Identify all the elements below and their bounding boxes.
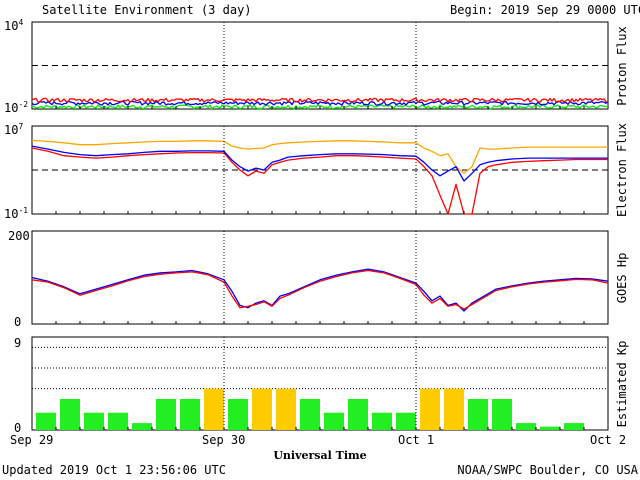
electron-ylabel: Electron Flux (615, 123, 629, 217)
kp-bar (444, 388, 464, 430)
begin-label: Begin: 2019 Sep 29 0000 UTC (450, 3, 640, 17)
kp-bar (60, 399, 80, 430)
kp-bar (180, 399, 200, 430)
kp-bar (324, 412, 344, 430)
kp-bar (228, 399, 248, 430)
day-separator-lines (55, 22, 585, 430)
kp-bar (540, 426, 560, 430)
updated-timestamp: Updated 2019 Oct 1 23:56:06 UTC (2, 463, 226, 477)
kp-ylabel: Estimated Kp (615, 341, 629, 428)
goes-hp-panel: 200 0 GOES Hp (8, 229, 629, 329)
kp-bar (396, 412, 416, 430)
kp-bar (468, 399, 488, 430)
kp-bar (108, 412, 128, 430)
electron-red-line (31, 147, 608, 215)
electron-ymax-label: 107 (4, 122, 23, 137)
proton-series-group (31, 65, 609, 110)
hp-frame (31, 230, 609, 325)
kp-bar (348, 399, 368, 430)
kp-bar (252, 388, 272, 430)
kp-bar (132, 423, 152, 430)
kp-bar (300, 399, 320, 430)
kp-bar (420, 388, 440, 430)
proton-red-line (31, 97, 608, 103)
electron-orange-line (31, 139, 608, 174)
kp-bars (36, 388, 584, 430)
xtick-oct1: Oct 1 (398, 433, 434, 447)
kp-bar (84, 412, 104, 430)
kp-gridlines (32, 346, 608, 390)
kp-ymax-label: 9 (14, 336, 21, 350)
kp-bar (156, 399, 176, 430)
kp-bar (564, 423, 584, 430)
proton-frame (31, 21, 609, 110)
credit-label: NOAA/SWPC Boulder, CO USA (457, 463, 638, 477)
xaxis-title: Universal Time (273, 449, 366, 462)
electron-flux-panel: 107 10-1 Electron Flux (4, 122, 629, 221)
xtick-sep29: Sep 29 (10, 433, 53, 447)
kp-bar (36, 412, 56, 430)
proton-ymax-label: 104 (4, 18, 23, 33)
proton-blue-line (31, 100, 609, 106)
electron-ymin-label: 10-1 (4, 206, 28, 221)
hp-red-line (31, 269, 609, 310)
electron-frame (31, 125, 609, 215)
hp-ylabel: GOES Hp (615, 253, 629, 304)
proton-ymin-label: 10-2 (4, 100, 28, 115)
electron-series-group (31, 139, 608, 215)
xtick-sep30: Sep 30 (202, 433, 245, 447)
kp-bar (492, 399, 512, 430)
hp-ymin-label: 0 (14, 315, 21, 329)
hp-series-group (31, 268, 609, 312)
kp-ymin-label: 0 (14, 421, 21, 435)
kp-bar (204, 388, 224, 430)
xtick-oct2: Oct 2 (590, 433, 626, 447)
proton-ylabel: Proton Flux (615, 26, 629, 105)
hp-ymax-label: 200 (8, 229, 30, 243)
kp-panel: 9 0 Estimated Kp (14, 336, 629, 435)
chart-title: Satellite Environment (3 day) (42, 3, 252, 17)
hp-blue-line (31, 268, 609, 312)
kp-bar (516, 423, 536, 430)
proton-flux-panel: 104 10-2 Proton Flux (4, 18, 629, 115)
electron-blue-line (31, 145, 608, 182)
kp-bar (372, 412, 392, 430)
kp-bar (276, 388, 296, 430)
